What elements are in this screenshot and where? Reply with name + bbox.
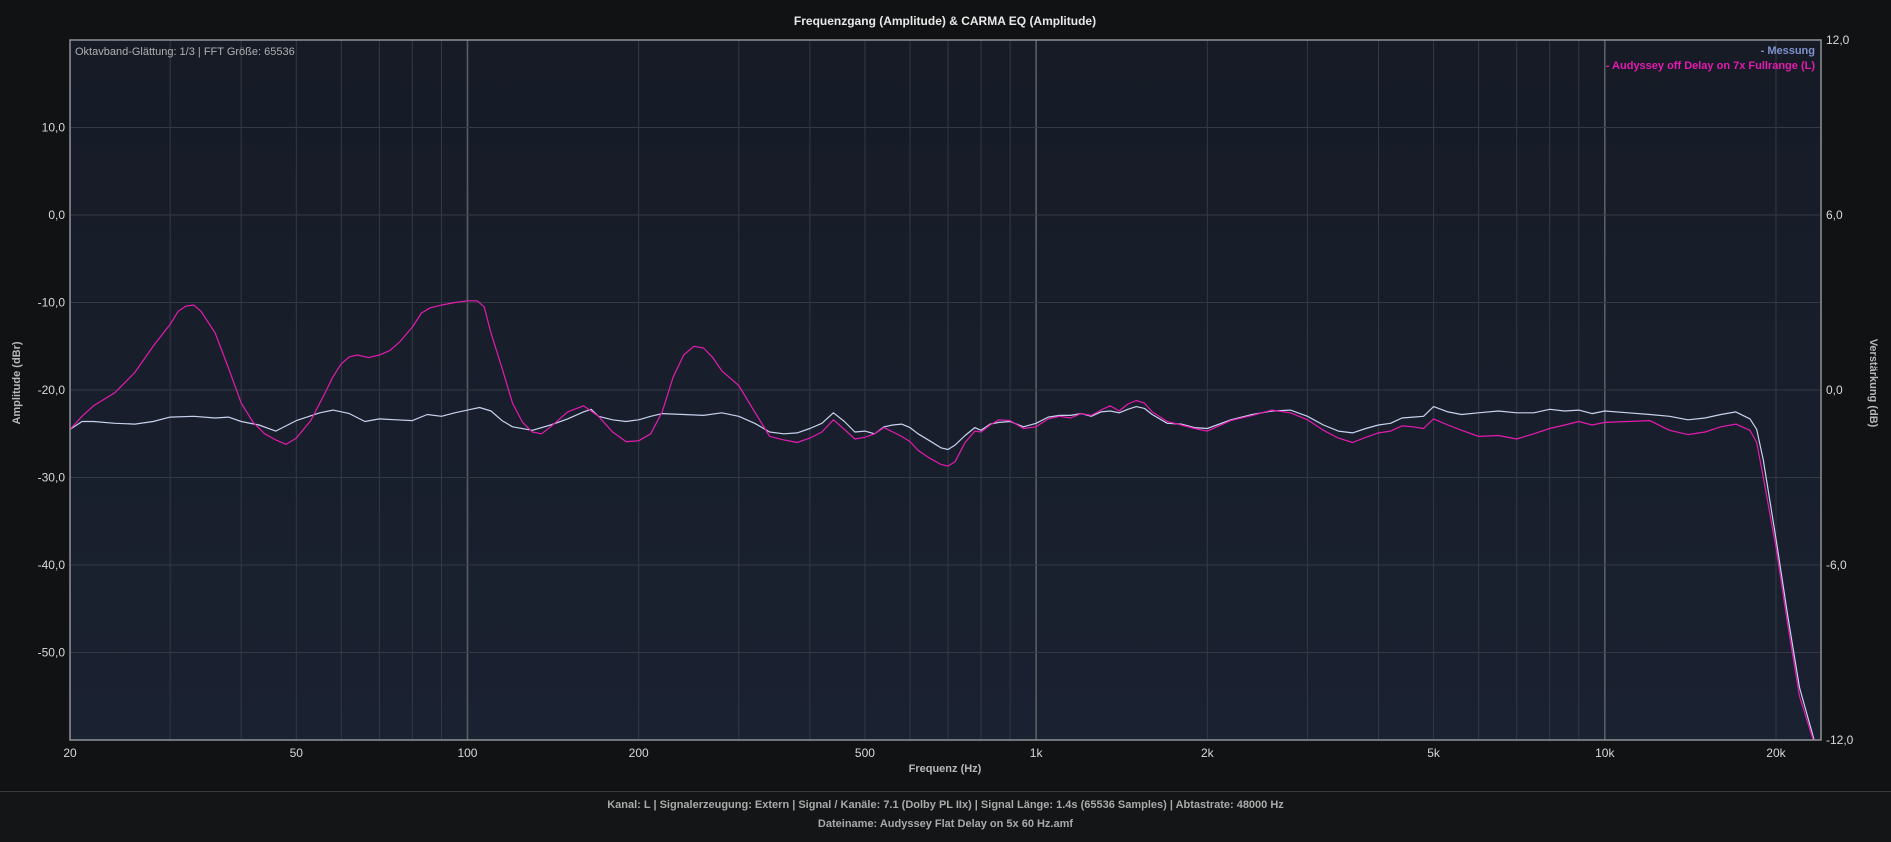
y-tick-label: 10,0 bbox=[42, 121, 66, 135]
y2-tick-label: 6,0 bbox=[1826, 208, 1843, 222]
y-tick-label: -30,0 bbox=[38, 471, 66, 485]
y2-tick-label: 12,0 bbox=[1826, 33, 1850, 47]
signal-info-text: Kanal: L | Signalerzeugung: Extern | Sig… bbox=[607, 799, 1284, 811]
x-tick-label: 50 bbox=[290, 746, 304, 760]
y-tick-label: -40,0 bbox=[38, 558, 66, 572]
y2-tick-label: -12,0 bbox=[1826, 733, 1854, 747]
frequency-response-chart: 20 50 100 200 500 1k 2k 5k 10k 20k 10,0 0,0 -10,0 -20… bbox=[11, 14, 1879, 775]
y-axis-label: Amplitude (dBr) bbox=[11, 341, 23, 424]
x-tick-label: 200 bbox=[629, 746, 649, 760]
legend-item-messung[interactable]: - Messung bbox=[1761, 45, 1815, 57]
y-tick-label: 0,0 bbox=[48, 208, 65, 222]
smoothing-annotation: Oktavband-Glättung: 1/3 | FFT Größe: 655… bbox=[75, 46, 295, 58]
plot-frame bbox=[69, 39, 1822, 741]
series-line-audyssey bbox=[70, 300, 1814, 740]
y-tick-label: -20,0 bbox=[38, 383, 66, 397]
x-tick-label: 20k bbox=[1766, 746, 1786, 760]
x-tick-label: 5k bbox=[1427, 746, 1441, 760]
status-footer: Kanal: L | Signalerzeugung: Extern | Sig… bbox=[0, 791, 1891, 842]
grid bbox=[69, 40, 1821, 740]
x-tick-label: 1k bbox=[1030, 746, 1044, 760]
x-axis-label: Frequenz (Hz) bbox=[909, 763, 982, 775]
y-tick-label: -10,0 bbox=[38, 296, 66, 310]
y2-tick-label: -6,0 bbox=[1826, 558, 1847, 572]
legend-item-audyssey[interactable]: - Audyssey off Delay on 7x Fullrange (L) bbox=[1606, 60, 1816, 72]
file-name-text: Dateiname: Audyssey Flat Delay on 5x 60 … bbox=[817, 818, 1074, 830]
tick-labels: 20 50 100 200 500 1k 2k 5k 10k 20k 10,0 0,0 -10,0 -20… bbox=[38, 33, 1854, 760]
chart-title: Frequenzgang (Amplitude) & CARMA EQ (Amp… bbox=[794, 14, 1096, 28]
y2-tick-label: 0,0 bbox=[1826, 383, 1843, 397]
x-tick-label: 20 bbox=[63, 746, 77, 760]
legend: - Messung - Audyssey off Delay on 7x Ful… bbox=[1606, 45, 1816, 72]
x-tick-label: 10k bbox=[1595, 746, 1615, 760]
series-group bbox=[70, 300, 1815, 740]
y2-axis-label: Verstärkung (dB) bbox=[1867, 339, 1879, 428]
x-tick-label: 500 bbox=[855, 746, 875, 760]
y-tick-label: -50,0 bbox=[38, 646, 66, 660]
x-tick-label: 2k bbox=[1201, 746, 1215, 760]
series-line-messung bbox=[70, 406, 1815, 740]
x-tick-label: 100 bbox=[457, 746, 477, 760]
